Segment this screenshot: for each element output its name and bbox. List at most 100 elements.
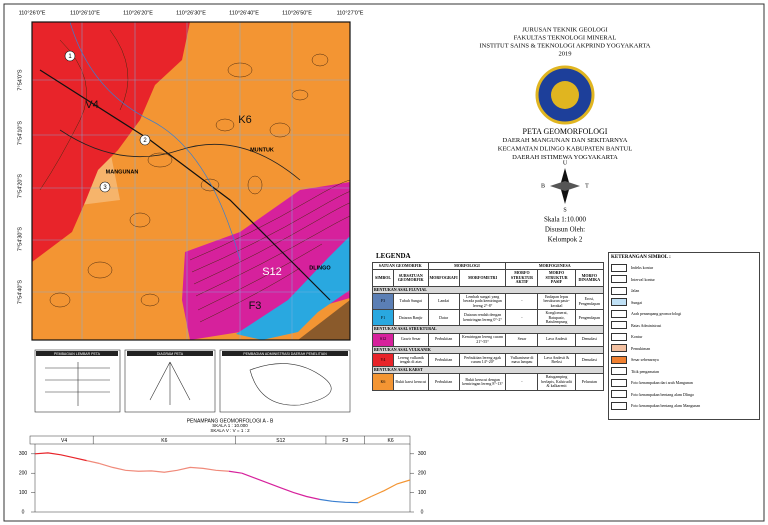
legend-cell: - — [505, 292, 539, 311]
symbol-item: Pemukiman — [611, 343, 757, 355]
legend-subhead: SIMBOL SUBSATUAN GEOMORFIK MORFOGRAFI MORFO… — [372, 269, 605, 287]
symbol-label: Arah penampang geomorfologi — [631, 311, 682, 317]
legend-cell: Erosi, Pengendapan — [574, 292, 605, 311]
symbol-label: Pemukiman — [631, 345, 651, 351]
lat-label: 7°54'10"S — [17, 121, 23, 145]
symbol-swatch — [611, 367, 627, 376]
title-line: DAERAH MANGUNAN DAN SEKITARNYA — [503, 137, 628, 144]
legend-cell: Lembah sungai yang berada pada kemiringa… — [458, 292, 507, 311]
symbol-label: Interval kontur — [631, 276, 655, 282]
legend-cell: Denudasi — [574, 332, 605, 347]
legend-cell: Perbukitan — [427, 332, 460, 347]
place-label: MUNTUK — [250, 147, 274, 153]
river — [69, 22, 241, 261]
lon-label: 110°26'30"E — [176, 10, 206, 16]
title-line: DAERAH ISTIMEWA YOGYAKARTA — [512, 154, 618, 161]
symbol-swatch — [611, 263, 627, 272]
symbol-item: Jalan — [611, 285, 757, 297]
legend-row: V4 Lereng vulkanik tengah di atas Perbukit… — [372, 353, 605, 368]
legend-cell: Bukit karst kerucut — [393, 373, 429, 391]
symbol-label: Titik pengamatan — [631, 368, 659, 374]
legend-symbol: S12 — [372, 332, 394, 347]
legend-cell: Pelarutan — [574, 373, 605, 391]
compass-s: S — [563, 207, 566, 213]
symbol-swatch — [611, 390, 627, 399]
legend-cell: Landai — [427, 292, 460, 311]
inset-header — [127, 351, 213, 356]
symbol-label: Jalan — [631, 288, 640, 294]
symbol-swatch — [611, 298, 627, 307]
profile-unit: K6 — [388, 438, 394, 444]
legend-cell: Perbukitan — [427, 373, 460, 391]
symbol-item: Kontur — [611, 331, 757, 343]
symbol-swatch — [611, 378, 627, 387]
symbol-swatch — [611, 309, 627, 318]
lon-label: 110°26'50"E — [282, 10, 312, 16]
symbol-swatch — [611, 401, 627, 410]
profile-unit: V4 — [61, 438, 67, 444]
legend-cell: Tubuh Sungai — [393, 292, 429, 311]
author-name: Kelompok 2 — [548, 236, 583, 244]
legend-cell: Lereng vulkanik tengah di atas — [393, 353, 429, 368]
legend-head-cell: MORFOGENESA — [505, 261, 604, 271]
legend-cell: Lava Andesit & Breksi — [537, 353, 576, 368]
legend-head-cell: SATUAN GEOMORFIK — [372, 261, 429, 271]
profile-title: PENAMPANG GEOMORFOLOGI A - B — [187, 418, 274, 424]
inset-header — [36, 351, 118, 356]
point-number: 2 — [143, 138, 147, 144]
legend-group-name: BENTUKAN ASAL VULKANIK — [372, 345, 604, 355]
profile-connector — [86, 460, 100, 465]
y-tick-label: 200 — [19, 471, 28, 477]
legend-cell: Dataran rendah dengan kemiringan lereng … — [458, 309, 507, 327]
symbol-swatch — [611, 355, 627, 364]
legend-group-name: BENTUKAN ASAL STRUKTURAL — [372, 325, 604, 334]
profile-scale: SKALA 1 : 10.000 — [212, 423, 248, 428]
legend-cell: Denudasi — [574, 353, 605, 368]
legend-row: F1 Dataran Banjir Datar Dataran rendah deng… — [372, 309, 605, 327]
unit-label: V4 — [85, 99, 98, 111]
legend-subhead-cell: MORFO DINAMIKA — [574, 269, 605, 287]
symbol-item: Foto kenampakan bentang alam Dlingo — [611, 389, 757, 401]
legend-group: BENTUKAN ASAL VULKANIK — [372, 345, 604, 355]
symbol-item: Foto kenampakan dari arah Mangunan — [611, 377, 757, 389]
point-number: 3 — [103, 185, 107, 191]
legend-subhead-cell: MORFOGRAFI — [427, 269, 460, 287]
symbol-item: Sungai — [611, 297, 757, 309]
lon-label: 110°27'0"E — [337, 10, 364, 16]
legend-cell: Gawir Sesar — [393, 332, 429, 347]
symbol-label: Sungai — [631, 299, 643, 305]
profile-connector — [358, 495, 372, 504]
legend-cell: Dataran Banjir — [393, 309, 429, 327]
symbol-label: Kontur — [631, 334, 643, 340]
legend-row: F3 Tubuh Sungai Landai Lembah sungai yang b… — [372, 292, 605, 311]
grid — [32, 22, 350, 340]
legend-group: BENTUKAN ASAL KARST — [372, 366, 604, 375]
symbol-swatch — [611, 286, 627, 295]
profile-unit: S12 — [276, 438, 285, 444]
contours — [39, 29, 350, 323]
inset-header — [222, 351, 348, 356]
header-line: INSTITUT SAINS & TEKNOLOGI AKPRIND YOGYA… — [479, 42, 650, 49]
legend-group: BENTUKAN ASAL FLUVIAL — [372, 285, 604, 294]
legend-cell: Pengendapan — [574, 309, 605, 327]
legend-cell: - — [505, 309, 539, 327]
symbol-label: Foto kenampakan bentang alam Mangunan — [631, 403, 701, 409]
inset-boxes — [34, 349, 351, 413]
compass-n: U — [563, 160, 568, 166]
legend-title: LEGENDA — [376, 252, 411, 260]
symbol-swatch — [611, 332, 627, 341]
legend-row: S12 Gawir Sesar Perbukitan Kemiringan leren… — [372, 332, 605, 347]
sheet-border — [3, 3, 765, 522]
header-line: 2019 — [559, 50, 572, 57]
lat-label: 7°54'0"S — [17, 69, 23, 90]
y-tick-label: 0 — [421, 509, 424, 515]
legend-group: BENTUKAN ASAL STRUKTURAL — [372, 325, 604, 334]
volcanic-area — [32, 22, 190, 262]
legend-cell: Lava Andesit — [537, 332, 576, 347]
legend-symbol: K6 — [372, 373, 394, 391]
alluvium-area — [298, 300, 350, 340]
place-label: DLINGO — [309, 265, 331, 271]
symbol-item: Sesar sebenarnya — [611, 354, 757, 366]
profile-line — [332, 500, 359, 504]
lon-label: 110°26'20"E — [123, 10, 153, 16]
